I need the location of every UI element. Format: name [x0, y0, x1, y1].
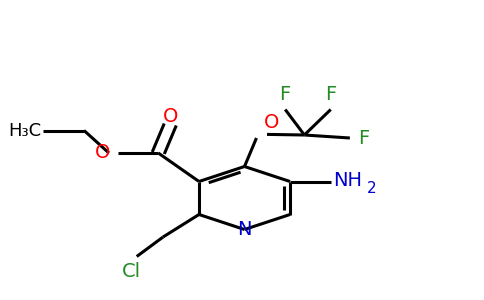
Text: O: O: [264, 113, 279, 132]
Text: H₃C: H₃C: [8, 122, 41, 140]
Text: F: F: [280, 85, 291, 104]
Text: O: O: [94, 143, 110, 163]
Text: F: F: [359, 128, 370, 148]
Text: Cl: Cl: [122, 262, 141, 281]
Text: NH: NH: [333, 171, 362, 190]
Text: 2: 2: [367, 181, 376, 196]
Text: O: O: [163, 107, 178, 127]
Text: N: N: [237, 220, 252, 239]
Text: F: F: [325, 85, 336, 104]
